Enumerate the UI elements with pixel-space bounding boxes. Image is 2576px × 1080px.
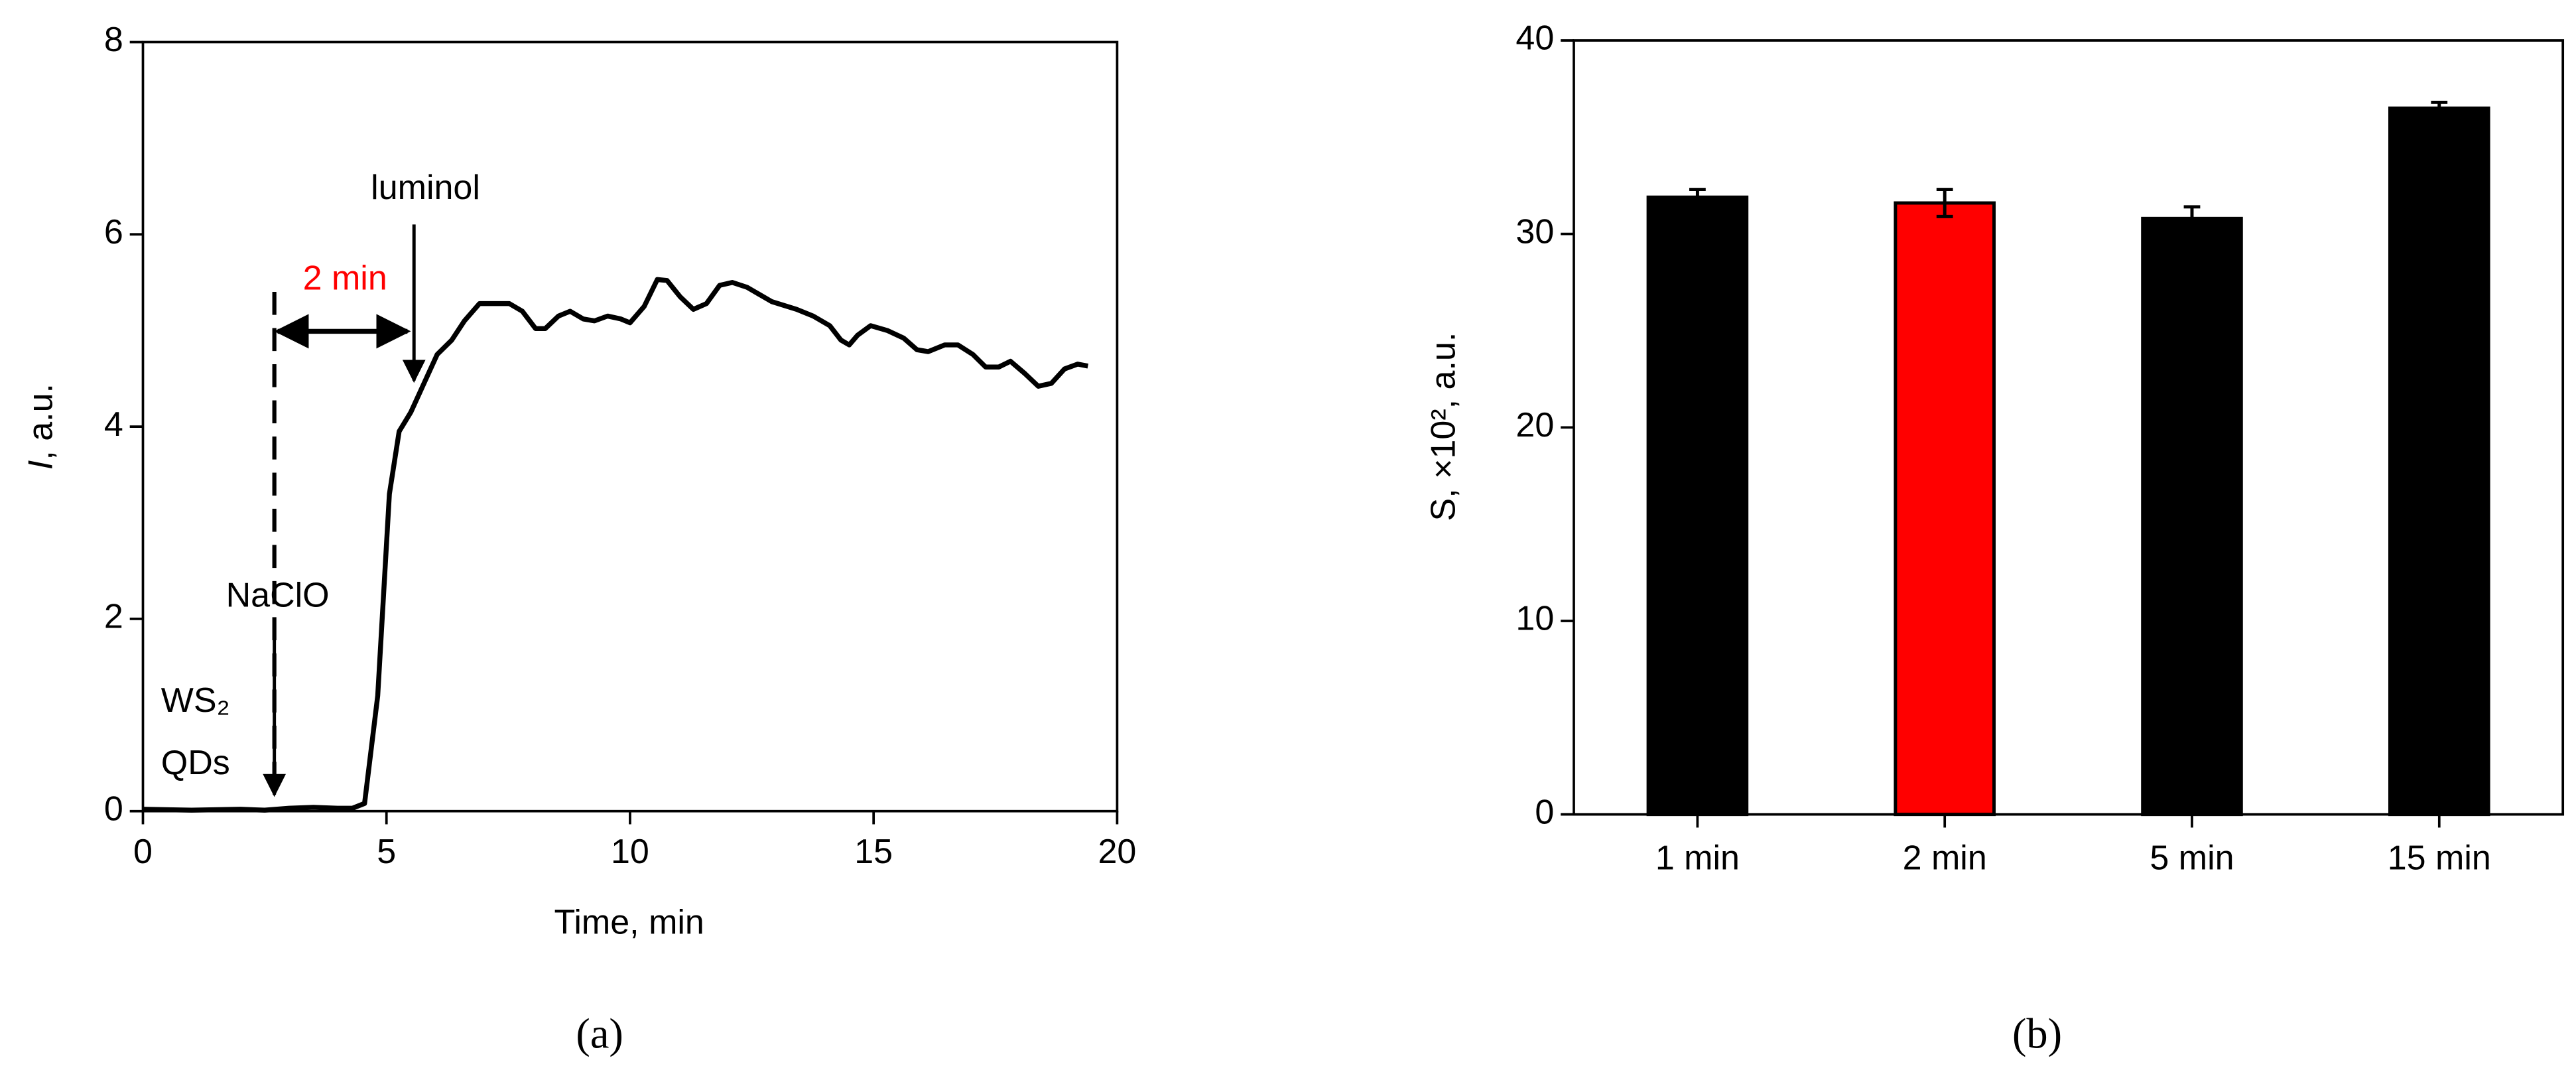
y-tick-label: 8 (104, 21, 123, 59)
x-tick-label: 15 min (2388, 839, 2491, 878)
y-axis-label: I, a.u. (21, 383, 60, 470)
y-tick-label: 6 (104, 213, 123, 251)
y-axis-label-symbol: I (21, 460, 60, 470)
y-axis-label: S, ×10², a.u. (1425, 332, 1463, 521)
panel-label: (a) (576, 1010, 623, 1057)
bar (1894, 201, 1996, 817)
error-bar (1689, 188, 1706, 207)
y-tick-label: 0 (1535, 793, 1554, 831)
bar (2141, 216, 2243, 817)
y-tick-label: 20 (1515, 406, 1554, 444)
bar (1646, 195, 1749, 817)
annotation: QDs (161, 744, 230, 782)
line (143, 277, 1089, 813)
y-tick-label: 40 (1515, 19, 1554, 58)
x-tick-label: 20 (1098, 833, 1136, 871)
annotation: luminol (371, 169, 480, 207)
x-tick-label: 2 min (1903, 839, 1987, 878)
x-tick-label: 0 (133, 833, 153, 871)
panel-label: (b) (2012, 1010, 2062, 1057)
x-tick-label: 5 (377, 833, 396, 871)
y-tick-label: 2 (104, 598, 123, 636)
annotation: NaClO (226, 576, 330, 614)
y-tick-label: 30 (1515, 212, 1554, 251)
x-tick-label: 15 (854, 833, 893, 871)
x-tick-label: 5 min (2150, 839, 2234, 878)
error-bar (2431, 100, 2448, 116)
y-tick-label: 10 (1515, 600, 1554, 638)
annotation: WS₂ (161, 681, 230, 720)
y-tick-label: 0 (104, 789, 123, 828)
x-tick-label: 10 (611, 833, 649, 871)
x-axis-label: Time, min (554, 903, 704, 941)
bar (2388, 106, 2490, 817)
y-axis-label-unit: , a.u. (21, 383, 60, 460)
y-tick-label: 4 (104, 405, 123, 444)
annotation: 2 min (303, 259, 387, 297)
error-bar (1936, 188, 1953, 218)
plot-frame (141, 40, 1119, 813)
error-bar (2183, 205, 2201, 232)
x-tick-label: 1 min (1655, 839, 1740, 878)
